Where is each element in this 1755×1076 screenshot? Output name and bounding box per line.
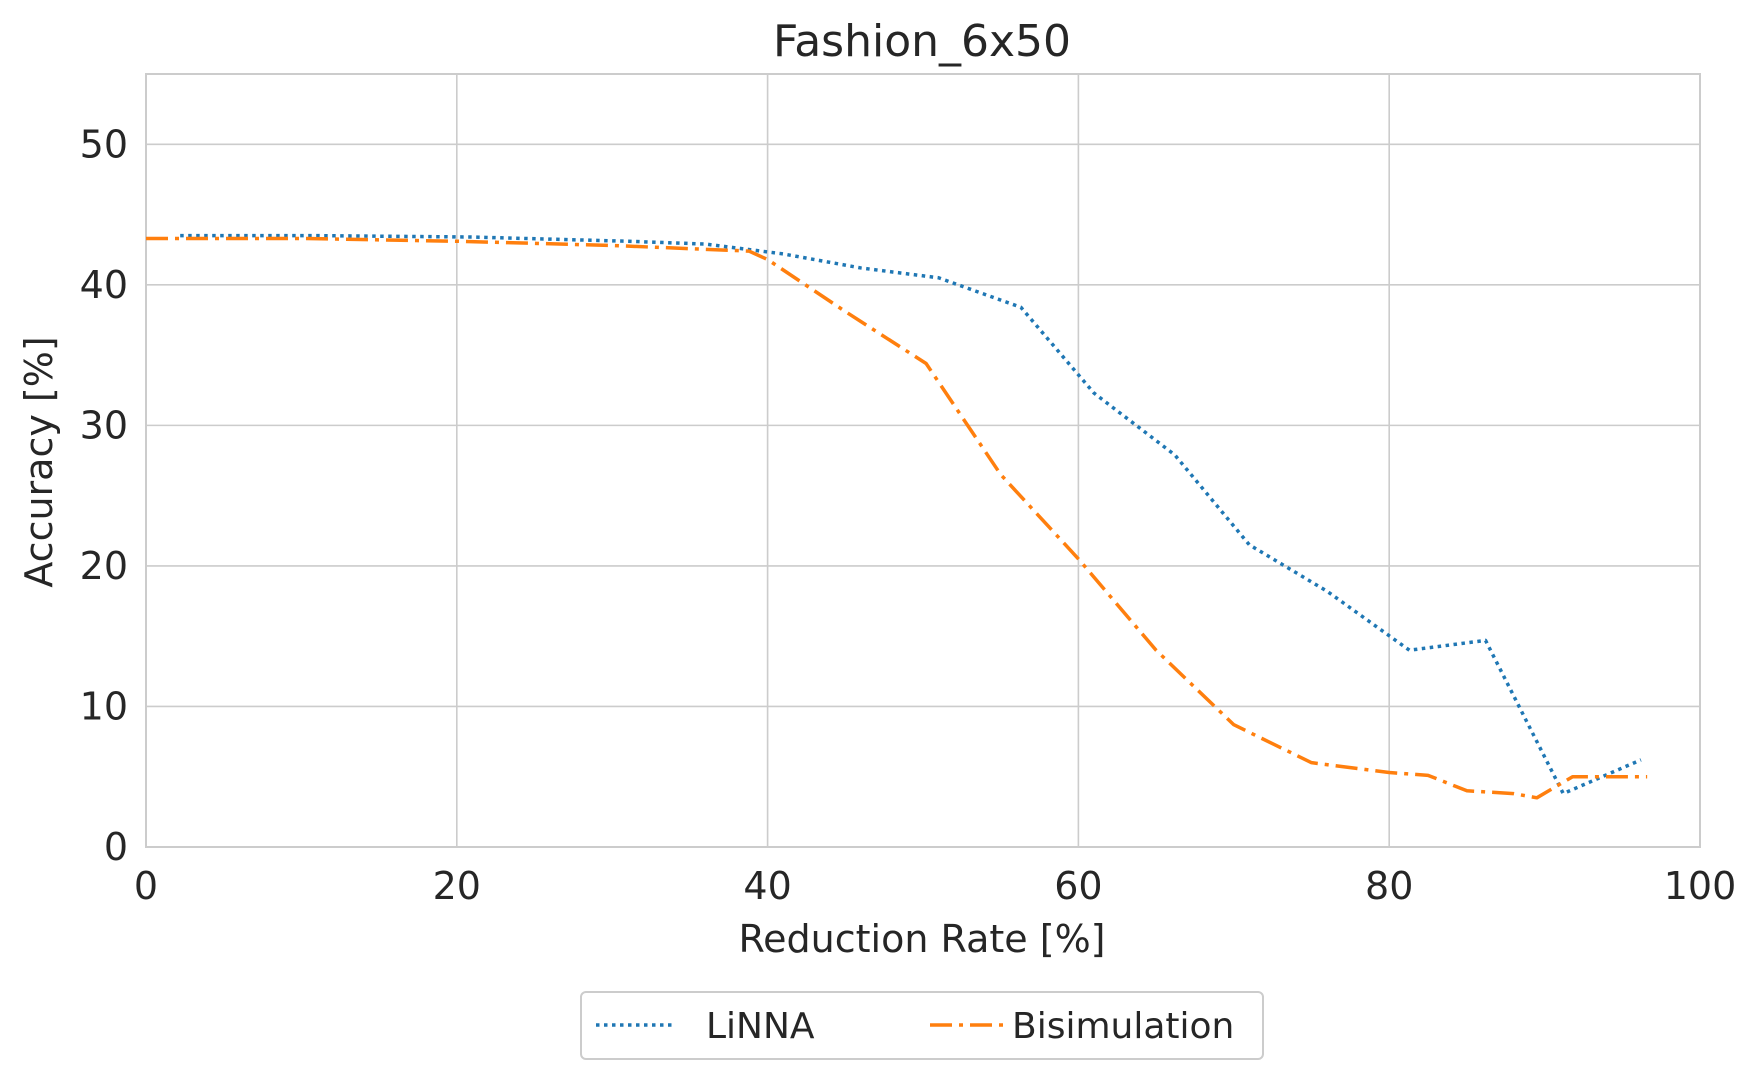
x-tick-label: 0 [134, 864, 158, 908]
legend-label-bisimulation: Bisimulation [1012, 1006, 1234, 1047]
x-tick-label: 60 [1054, 864, 1102, 908]
legend-label-linna: LiNNA [706, 1006, 815, 1047]
plot-frame [145, 73, 1701, 848]
y-tick-label: 50 [80, 122, 128, 166]
legend: LiNNA Bisimulation [580, 991, 1264, 1060]
y-tick-label: 0 [104, 825, 128, 869]
series-layer [146, 233, 1648, 800]
y-tick-label: 40 [80, 263, 128, 307]
y-tick-labels: 0 10 20 30 40 50 [80, 122, 128, 869]
y-tick-label: 10 [80, 684, 128, 728]
y-tick-label: 20 [80, 544, 128, 588]
x-axis-label: Reduction Rate [%] [738, 917, 1105, 961]
chart-title: Fashion_6x50 [773, 16, 1071, 67]
y-tick-label: 30 [80, 403, 128, 447]
x-tick-labels: 0 20 40 60 80 100 [134, 864, 1736, 908]
legend-box [580, 991, 1264, 1060]
series-line-bisimulation [146, 236, 1648, 800]
x-tick-label: 100 [1664, 864, 1737, 908]
y-axis-label: Accuracy [%] [17, 336, 61, 587]
series-line-linna [180, 233, 1642, 796]
x-tick-label: 80 [1365, 864, 1413, 908]
x-tick-label: 20 [433, 864, 481, 908]
x-tick-label: 40 [743, 864, 791, 908]
